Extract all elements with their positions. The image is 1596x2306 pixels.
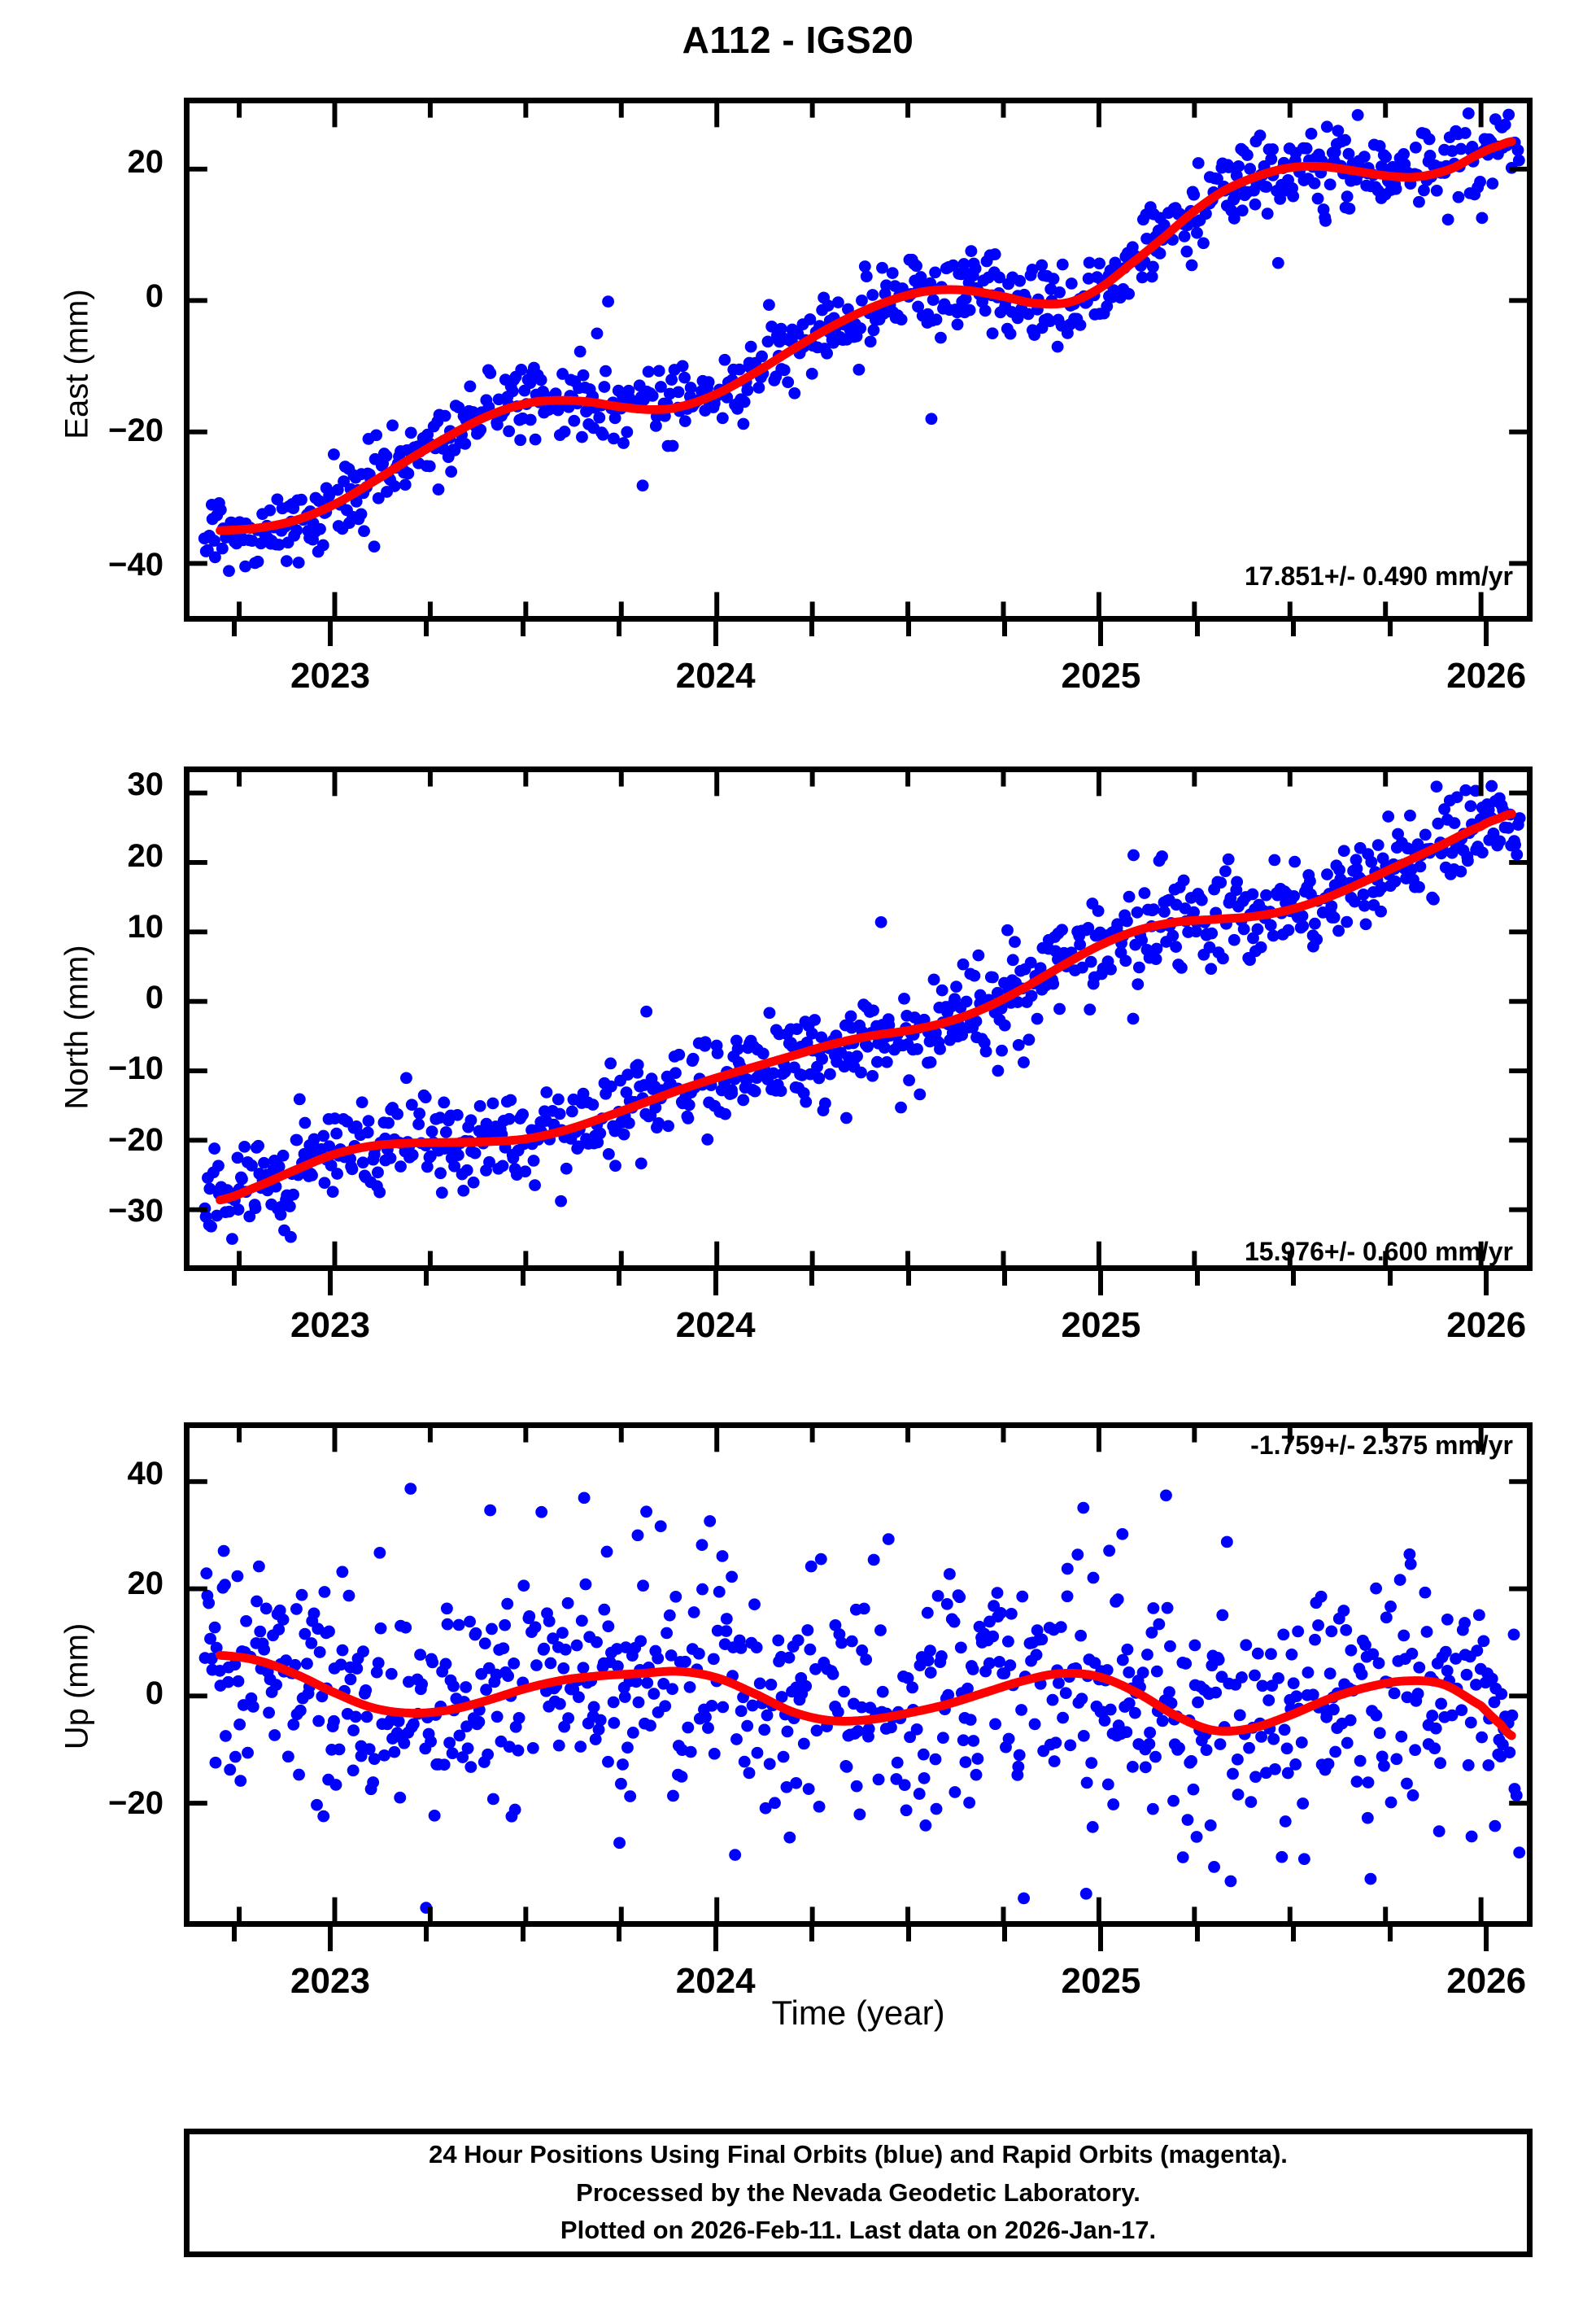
data-points-north — [198, 780, 1526, 1245]
xtick-label-up: 2023 — [290, 1961, 370, 2001]
page-title: A112 - IGS20 — [682, 19, 914, 61]
xtick-label-north: 2023 — [290, 1305, 370, 1345]
plot-frame-north — [184, 766, 1533, 1271]
xtick-outer-minor — [424, 622, 430, 636]
xtick-outer-minor — [1291, 1271, 1297, 1286]
data-points-east — [198, 107, 1525, 577]
footer-caption-box: 24 Hour Positions Using Final Orbits (bl… — [184, 2129, 1533, 2257]
xtick-outer-minor — [231, 1271, 237, 1286]
rate-annotation-north: 15.976+/- 0.600 mm/yr — [1244, 1237, 1513, 1266]
xtick-outer-minor — [1291, 622, 1297, 636]
xtick-label-up: 2025 — [1061, 1961, 1141, 2001]
xtick-outer-minor — [1291, 1927, 1297, 1941]
xtick-outer-minor — [424, 1927, 430, 1941]
footer-line-2: Processed by the Nevada Geodetic Laborat… — [576, 2177, 1140, 2207]
xtick-outer-minor — [1002, 1271, 1007, 1286]
yaxis-title-north: North (mm) — [59, 945, 95, 1110]
plot-area-east — [190, 103, 1527, 616]
trend-line-up — [216, 1650, 1516, 1740]
xtick-outer-minor — [809, 1271, 815, 1286]
rate-annotation-east: 17.851+/- 0.490 mm/yr — [1244, 561, 1513, 591]
xtick-outer-major — [1098, 622, 1104, 646]
plot-frame-up — [184, 1422, 1533, 1927]
xtick-outer-minor — [1194, 1927, 1200, 1941]
trend-line-east — [216, 137, 1516, 535]
xtick-outer-minor — [617, 1927, 622, 1941]
ytick-label-up: −20 — [108, 1784, 164, 1821]
xtick-outer-minor — [1387, 1927, 1393, 1941]
xtick-outer-major — [328, 1271, 333, 1295]
xtick-outer-minor — [905, 1927, 911, 1941]
xtick-label-north: 2026 — [1446, 1305, 1527, 1345]
ytick-label-north: −10 — [108, 1050, 164, 1087]
ytick-label-up: 20 — [127, 1566, 164, 1602]
xtick-outer-major — [1098, 1927, 1104, 1951]
xtick-outer-minor — [1387, 1271, 1393, 1286]
plot-frame-east — [184, 98, 1533, 622]
xtick-outer-minor — [905, 622, 911, 636]
ytick-label-east: −20 — [108, 412, 164, 448]
chart-panel-up — [184, 1422, 1533, 1927]
ytick-label-up: 0 — [145, 1675, 164, 1711]
plot-area-up — [190, 1428, 1527, 1921]
xtick-outer-minor — [520, 622, 525, 636]
xtick-label-east: 2026 — [1446, 656, 1527, 696]
xtick-label-north: 2025 — [1061, 1305, 1141, 1345]
footer-line-3: Plotted on 2026-Feb-11. Last data on 202… — [560, 2216, 1157, 2245]
xtick-label-east: 2025 — [1061, 656, 1141, 696]
ytick-label-north: −30 — [108, 1193, 164, 1229]
trend-line-north — [216, 809, 1516, 1205]
xtick-outer-major — [713, 622, 718, 646]
xtick-outer-minor — [1002, 622, 1007, 636]
xtick-outer-minor — [1194, 622, 1200, 636]
ytick-label-east: 0 — [145, 277, 164, 314]
xtick-outer-minor — [905, 1271, 911, 1286]
xtick-outer-minor — [520, 1927, 525, 1941]
xtick-outer-major — [328, 1927, 333, 1951]
xtick-outer-major — [713, 1271, 718, 1295]
ytick-label-north: 0 — [145, 980, 164, 1016]
ytick-label-east: 20 — [127, 143, 164, 180]
xtick-label-east: 2023 — [290, 656, 370, 696]
ytick-label-north: 20 — [127, 837, 164, 874]
chart-panel-east — [184, 98, 1533, 622]
xtick-outer-minor — [1387, 622, 1393, 636]
xtick-outer-minor — [424, 1271, 430, 1286]
xtick-outer-minor — [1002, 1927, 1007, 1941]
xtick-outer-minor — [1194, 1271, 1200, 1286]
footer-line-1: 24 Hour Positions Using Final Orbits (bl… — [429, 2140, 1288, 2169]
xtick-outer-major — [1484, 1927, 1489, 1951]
plot-area-north — [190, 772, 1527, 1265]
xtick-outer-minor — [231, 1927, 237, 1941]
chart-panel-north — [184, 766, 1533, 1271]
xtick-label-north: 2024 — [675, 1305, 756, 1345]
ytick-label-north: 30 — [127, 766, 164, 803]
xtick-outer-minor — [231, 622, 237, 636]
ytick-label-north: −20 — [108, 1121, 164, 1158]
xtick-outer-minor — [617, 622, 622, 636]
xtick-outer-major — [1098, 1271, 1104, 1295]
xtick-label-east: 2024 — [675, 656, 756, 696]
xtick-outer-major — [1484, 1271, 1489, 1295]
xtick-outer-minor — [809, 1927, 815, 1941]
xtick-outer-major — [1484, 622, 1489, 646]
xtick-outer-minor — [809, 622, 815, 636]
ytick-label-up: 40 — [127, 1456, 164, 1492]
ytick-label-east: −40 — [108, 546, 164, 583]
xtick-label-up: 2026 — [1446, 1961, 1527, 2001]
rate-annotation-up: -1.759+/- 2.375 mm/yr — [1250, 1430, 1513, 1460]
xtick-outer-minor — [617, 1271, 622, 1286]
ytick-label-north: 10 — [127, 908, 164, 945]
xtick-outer-major — [328, 622, 333, 646]
xtick-label-up: 2024 — [675, 1961, 756, 2001]
xtick-outer-major — [713, 1927, 718, 1951]
xaxis-title: Time (year) — [771, 1994, 945, 2032]
xtick-outer-minor — [520, 1271, 525, 1286]
